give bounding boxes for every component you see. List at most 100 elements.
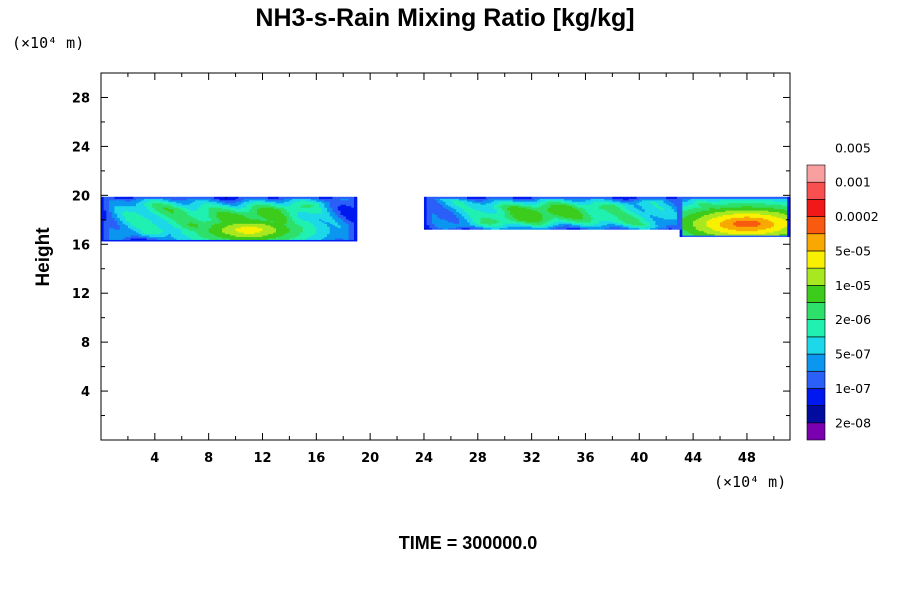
field-cell (154, 196, 159, 199)
field-cell (111, 205, 116, 208)
field-cell (189, 232, 194, 235)
field-cell (636, 218, 640, 221)
field-cell (329, 227, 334, 230)
field-cell (633, 211, 638, 214)
field-cell (122, 237, 126, 240)
field-cell (316, 215, 320, 218)
field-cell (249, 202, 253, 205)
field-cell (230, 201, 234, 204)
field-cell (542, 214, 546, 217)
field-cell (249, 223, 253, 226)
field-cell (353, 198, 358, 201)
field-cell (154, 199, 159, 202)
field-cell (119, 223, 124, 226)
field-cell (157, 198, 161, 201)
field-cell (682, 202, 686, 205)
field-cell (222, 239, 226, 242)
field-cell (111, 201, 116, 204)
field-cell (658, 210, 662, 213)
field-cell (160, 224, 164, 227)
field-cell (257, 204, 261, 207)
field-cell (580, 202, 584, 205)
field-cell (628, 201, 632, 204)
field-cell (566, 204, 570, 207)
field-cell (485, 214, 490, 217)
field-cell (200, 223, 204, 226)
field-cell (461, 201, 465, 204)
field-cell (103, 201, 107, 204)
field-cell (238, 234, 242, 238)
field-cell (545, 220, 549, 223)
field-cell (550, 204, 554, 207)
field-cell (351, 215, 355, 218)
field-cell (284, 218, 288, 221)
field-cell (609, 196, 613, 199)
field-cell (580, 214, 584, 217)
field-cell (620, 196, 624, 199)
field-cell (660, 201, 665, 204)
field-cell (246, 204, 250, 207)
field-cell (265, 226, 269, 229)
field-cell (259, 214, 264, 217)
field-cell (343, 214, 347, 217)
field-cell (652, 199, 657, 202)
field-cell (520, 205, 525, 208)
field-cell (655, 218, 659, 221)
field-cell (655, 220, 659, 223)
field-cell (127, 237, 132, 240)
field-cell (203, 223, 207, 226)
field-cell (472, 202, 476, 205)
field-cell (327, 202, 331, 205)
field-cell (216, 226, 221, 229)
field-cell (639, 205, 643, 208)
field-cell (141, 233, 145, 236)
field-cell (138, 229, 142, 232)
field-cell (351, 218, 355, 221)
field-cell (550, 207, 554, 210)
field-cell (531, 220, 535, 223)
field-cell (343, 210, 347, 213)
field-cell (187, 224, 191, 227)
field-cell (192, 202, 196, 205)
field-cell (289, 212, 293, 216)
field-cell (114, 220, 118, 223)
field-cell (553, 224, 557, 227)
field-cell (162, 227, 167, 230)
field-cell (510, 210, 514, 213)
field-cell (434, 215, 439, 218)
field-cell (650, 204, 654, 207)
field-cell (122, 224, 126, 227)
field-cell (545, 223, 549, 226)
field-cell (682, 214, 686, 217)
field-cell (337, 207, 342, 210)
field-cell (127, 204, 132, 207)
field-cell (138, 223, 142, 226)
field-cell (464, 215, 468, 218)
field-cell (660, 217, 665, 220)
field-cell (152, 217, 156, 220)
field-cell (138, 207, 142, 210)
field-cell (450, 218, 455, 221)
field-cell (197, 234, 202, 238)
field-cell (596, 198, 600, 201)
field-cell (127, 212, 132, 216)
field-cell (286, 214, 290, 217)
field-cell (612, 205, 616, 208)
field-cell (467, 211, 471, 214)
field-cell (641, 205, 646, 208)
field-cell (480, 224, 484, 227)
field-cell (195, 224, 199, 227)
field-cell (561, 226, 565, 229)
field-cell (453, 221, 457, 224)
field-cell (302, 226, 307, 229)
field-cell (154, 215, 159, 218)
field-cell (227, 196, 231, 199)
field-cell (348, 204, 352, 207)
field-cell (590, 211, 595, 214)
field-cell (189, 223, 194, 226)
field-cell (114, 202, 118, 205)
field-cell (512, 208, 517, 211)
field-cell (181, 220, 186, 223)
field-cell (160, 237, 164, 240)
field-cell (157, 226, 161, 229)
